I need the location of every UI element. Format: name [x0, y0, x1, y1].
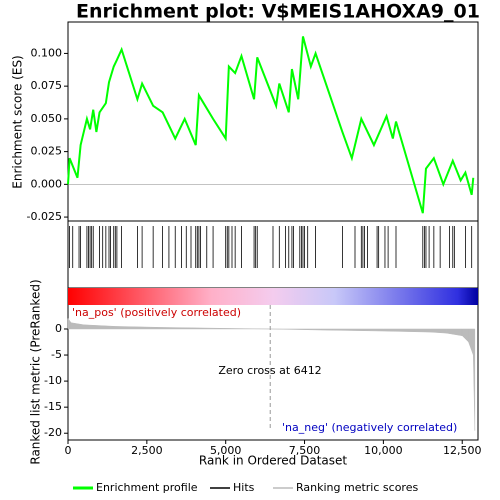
metric-area	[473, 328, 476, 431]
x-tick-label: 10,000	[364, 444, 403, 457]
y-tick-label: 0.100	[31, 46, 63, 59]
metric-area	[115, 326, 163, 330]
y-tick-label: 0.000	[31, 177, 63, 190]
legend-label: Hits	[233, 481, 255, 494]
y2-tick-label: -10	[44, 374, 62, 387]
metric-area	[468, 328, 474, 356]
metric-area	[70, 322, 85, 330]
metric-area	[461, 328, 469, 343]
y-axis-label: Enrichment score (ES)	[11, 55, 25, 188]
x-tick-label: 5,000	[210, 444, 242, 457]
x-tick-label: 2,500	[131, 444, 163, 457]
y-tick-label: 0.050	[31, 112, 63, 125]
metric-area	[383, 328, 431, 333]
es-line	[67, 36, 475, 214]
x-tick-label: 12,500	[443, 444, 482, 457]
x-axis-label: Rank in Ordered Dataset	[199, 454, 347, 468]
neg-label: 'na_neg' (negatively correlated)	[282, 421, 457, 434]
metric-area	[225, 328, 271, 330]
y-tick-label: -0.025	[27, 210, 62, 223]
frame	[67, 21, 479, 441]
pos-label: 'na_pos' (positively correlated)	[72, 306, 241, 319]
y2-tick-label: -5	[51, 348, 62, 361]
chart-title: Enrichment plot: V$MEIS1AHOXA9_01	[76, 1, 480, 23]
y2-tick-label: -20	[44, 426, 62, 439]
y-tick-label: 0.075	[31, 79, 63, 92]
x-tick-label: 0	[65, 444, 72, 457]
metric-area	[83, 324, 116, 330]
legend-label: Ranking metric scores	[296, 481, 418, 494]
y2-tick-label: 0	[55, 322, 62, 335]
metric-area	[67, 317, 72, 330]
metric-area	[162, 327, 226, 330]
y2-tick-label: -15	[44, 400, 62, 413]
y2-axis-label: Ranked list metric (PreRanked)	[29, 279, 43, 464]
metric-area	[270, 328, 321, 331]
x-tick-label: 7,500	[289, 444, 321, 457]
color-bar	[68, 288, 478, 305]
metric-area	[446, 328, 463, 337]
legend-label: Enrichment profile	[96, 481, 198, 494]
metric-area	[430, 328, 447, 334]
metric-area	[320, 328, 384, 332]
y-tick-label: 0.025	[31, 145, 63, 158]
